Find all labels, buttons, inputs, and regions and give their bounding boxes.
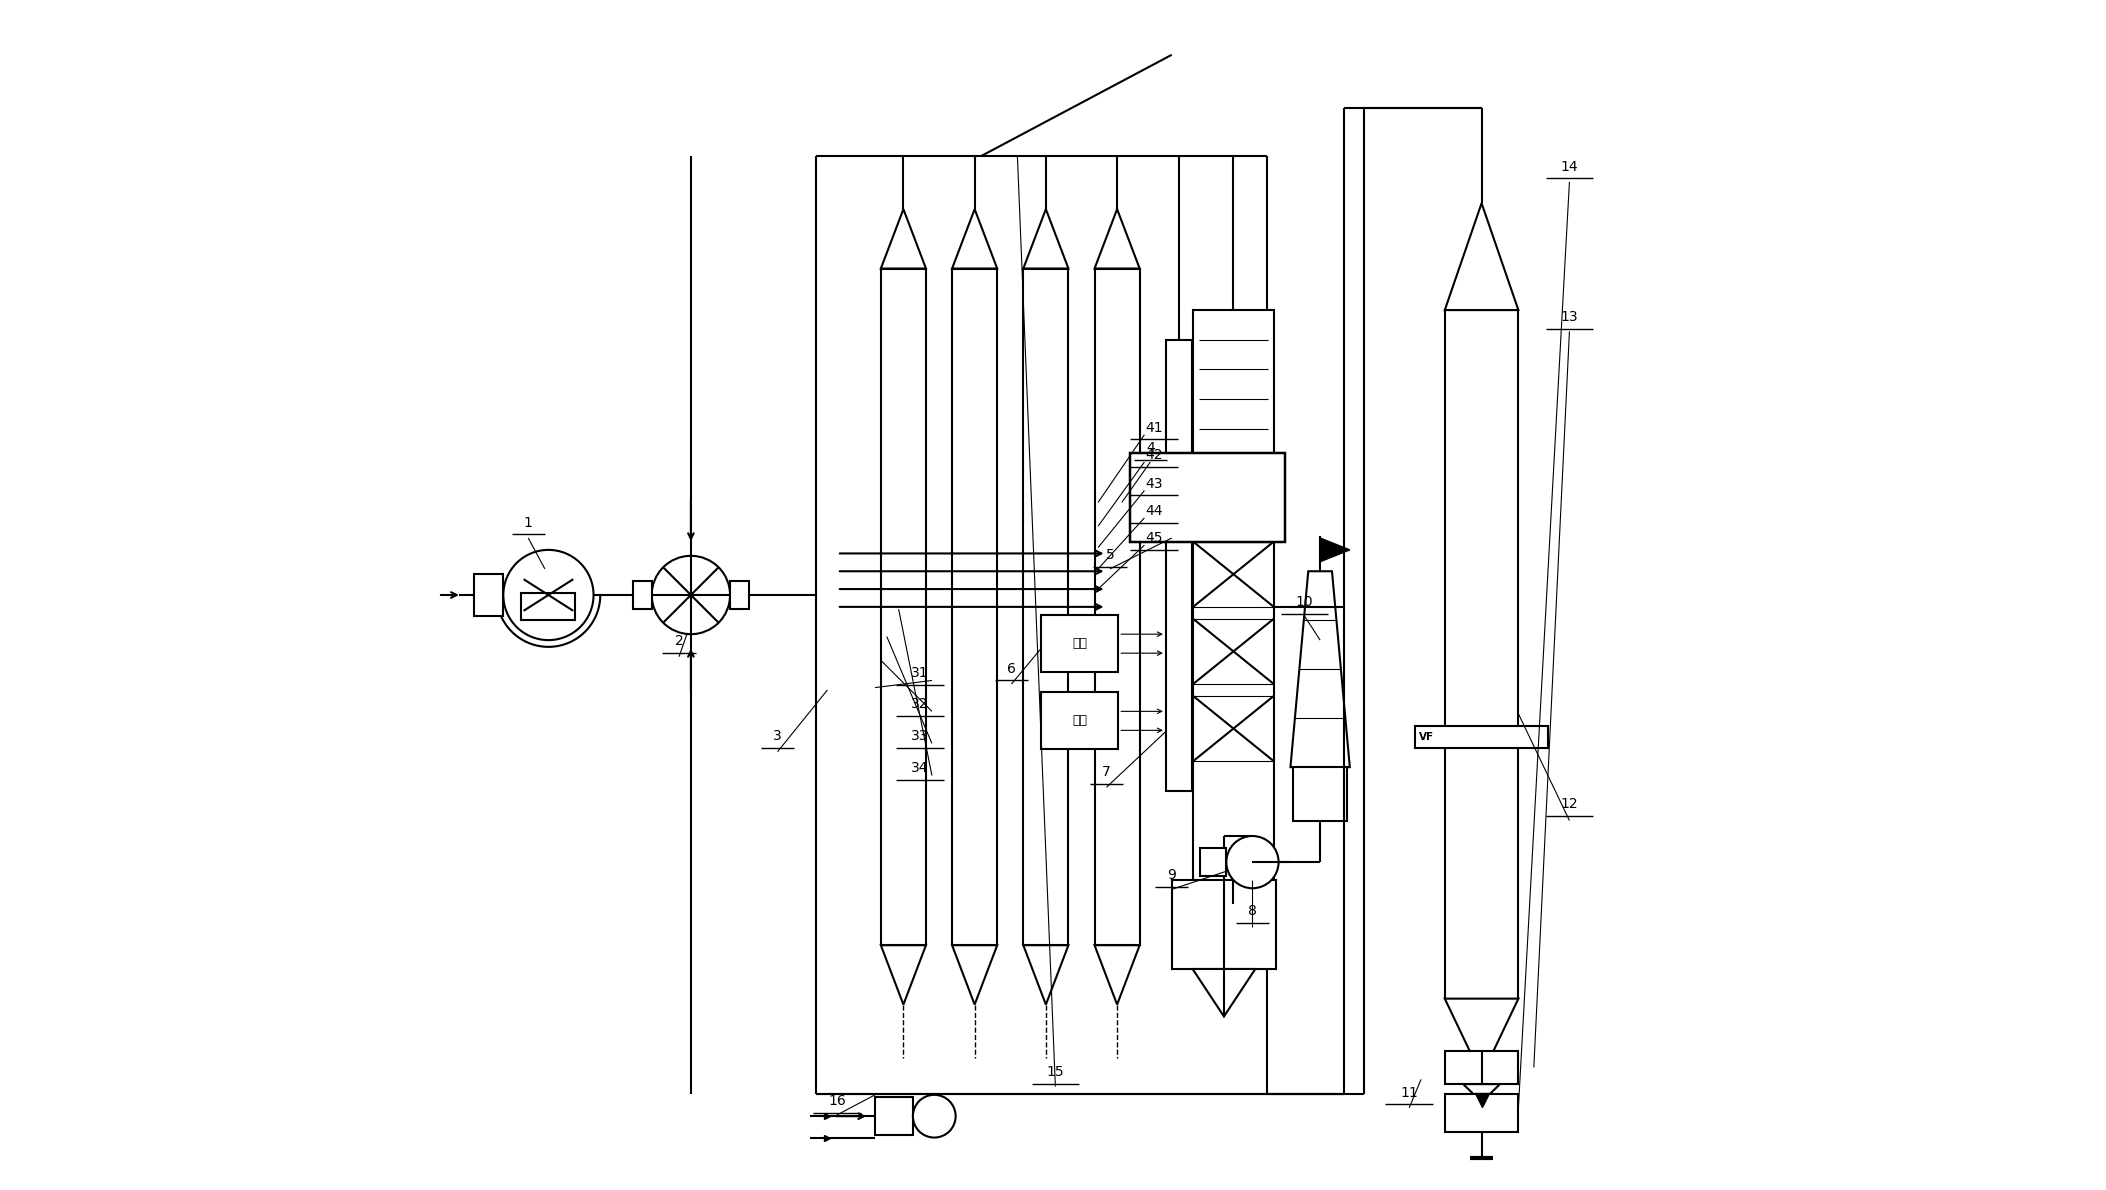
Circle shape (651, 556, 731, 634)
Text: 2: 2 (674, 634, 684, 649)
Text: 16: 16 (828, 1094, 847, 1108)
Bar (632, 581, 651, 609)
Text: 34: 34 (912, 762, 929, 776)
Text: 11: 11 (1400, 1085, 1417, 1100)
Polygon shape (1445, 998, 1518, 1076)
Text: 7: 7 (1101, 765, 1110, 779)
Bar (1445, 1094, 1518, 1132)
Text: VF: VF (1419, 732, 1434, 743)
Bar (1200, 848, 1226, 876)
Bar (1415, 726, 1548, 747)
Polygon shape (1095, 945, 1139, 1004)
Text: 燃气: 燃气 (1072, 714, 1087, 727)
Bar (1445, 1051, 1518, 1084)
Bar (731, 581, 750, 609)
Polygon shape (1024, 209, 1068, 269)
Polygon shape (1024, 945, 1068, 1004)
Text: 3: 3 (773, 729, 781, 744)
Circle shape (503, 550, 594, 640)
Bar (522, 593, 575, 620)
Text: 氨气: 氨气 (1072, 637, 1087, 650)
Bar (474, 574, 503, 616)
Polygon shape (952, 209, 998, 269)
Text: 15: 15 (1047, 1065, 1064, 1079)
Polygon shape (1464, 1084, 1499, 1102)
Polygon shape (1291, 571, 1350, 768)
Polygon shape (1192, 969, 1255, 1016)
Text: 8: 8 (1249, 904, 1257, 917)
Text: 45: 45 (1146, 531, 1163, 545)
Text: 4: 4 (1146, 441, 1154, 455)
Text: 1: 1 (524, 515, 533, 530)
Polygon shape (952, 945, 998, 1004)
Polygon shape (880, 945, 927, 1004)
Text: 14: 14 (1561, 159, 1577, 174)
Text: 44: 44 (1146, 503, 1163, 518)
Text: 10: 10 (1295, 595, 1314, 609)
Polygon shape (1445, 203, 1518, 311)
Text: 42: 42 (1146, 447, 1163, 462)
Text: 33: 33 (912, 729, 929, 744)
Text: 12: 12 (1561, 797, 1577, 812)
Text: 43: 43 (1146, 476, 1163, 490)
Bar (1131, 452, 1285, 541)
Circle shape (912, 1095, 956, 1138)
Bar (874, 1097, 912, 1135)
Bar (1293, 768, 1348, 821)
Bar (1095, 269, 1139, 945)
Text: 5: 5 (1106, 547, 1114, 562)
Text: 31: 31 (912, 666, 929, 681)
Bar (880, 269, 927, 945)
Circle shape (1226, 837, 1278, 888)
Text: 9: 9 (1167, 869, 1175, 882)
Polygon shape (880, 209, 927, 269)
Bar (952, 269, 998, 945)
Bar (1445, 311, 1518, 998)
Text: 41: 41 (1146, 421, 1163, 434)
Bar (1040, 693, 1118, 750)
Bar (1194, 311, 1274, 903)
Bar (1171, 879, 1276, 969)
Text: 32: 32 (912, 697, 929, 712)
Polygon shape (1320, 538, 1350, 562)
Text: 6: 6 (1007, 662, 1015, 676)
Polygon shape (1095, 209, 1139, 269)
Bar (1024, 269, 1068, 945)
Text: 13: 13 (1561, 311, 1577, 325)
Bar (1167, 340, 1192, 791)
Bar (1040, 615, 1118, 672)
